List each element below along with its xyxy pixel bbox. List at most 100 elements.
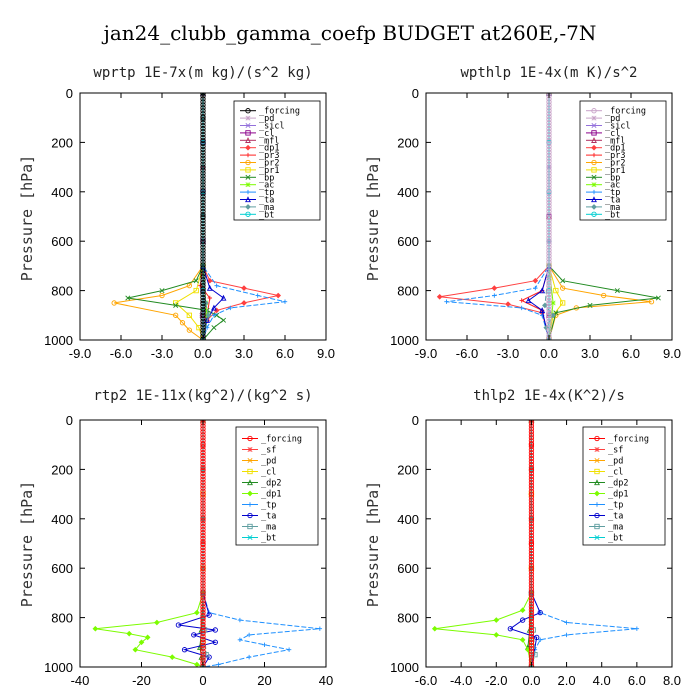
data-point <box>200 598 206 604</box>
x-tick-label: -3.0 <box>497 346 519 361</box>
data-point <box>519 607 526 614</box>
data-point <box>186 283 192 289</box>
legend-marker <box>591 211 597 217</box>
data-point <box>200 271 206 277</box>
data-point <box>200 226 206 232</box>
legend-label: _sicl <box>259 122 285 132</box>
data-point <box>528 651 535 657</box>
data-point <box>200 512 206 518</box>
data-point <box>546 285 552 292</box>
data-point <box>528 562 535 568</box>
data-point <box>528 461 535 468</box>
legend-label: _forcing <box>605 107 646 117</box>
data-point <box>528 553 535 559</box>
data-point <box>200 521 206 527</box>
data-point <box>200 137 206 144</box>
legend-marker <box>245 144 251 151</box>
data-point <box>519 305 524 311</box>
data-point <box>200 503 206 509</box>
data-point <box>200 111 206 117</box>
data-point <box>528 624 535 631</box>
data-point <box>200 571 206 577</box>
data-point <box>200 122 206 129</box>
data-point <box>211 325 217 331</box>
data-point <box>200 568 206 574</box>
data-point <box>546 220 552 227</box>
data-point <box>200 250 206 256</box>
data-point <box>528 515 535 521</box>
legend-marker <box>591 196 597 203</box>
data-point <box>546 108 552 114</box>
data-point <box>525 297 532 304</box>
x-tick-label: 6.0 <box>622 346 640 361</box>
data-point <box>546 265 552 271</box>
data-point <box>200 441 206 447</box>
data-point <box>546 280 552 286</box>
data-point <box>546 119 552 126</box>
legend-marker <box>591 115 597 121</box>
data-point <box>228 305 233 311</box>
data-point <box>519 617 526 623</box>
panel-wpthlp: wpthlp 1E-4x(m K)/s^2 Pressure [hPa] -9.… <box>364 65 681 361</box>
data-point <box>194 609 200 616</box>
data-point <box>200 202 206 209</box>
data-point <box>200 235 206 241</box>
data-point <box>532 277 539 284</box>
x-tick-label: -20 <box>132 673 151 688</box>
data-point <box>528 544 535 551</box>
data-point <box>200 607 206 613</box>
data-point <box>255 293 260 298</box>
data-point <box>200 291 206 298</box>
x-tick-label: 20 <box>257 673 271 688</box>
data-point <box>528 485 535 491</box>
data-point <box>546 327 552 333</box>
x-tick-label: -6.0 <box>456 346 478 361</box>
data-point <box>528 568 535 574</box>
y-tick-label: 0 <box>412 86 419 101</box>
data-point <box>491 285 498 291</box>
data-point <box>200 146 206 152</box>
data-point <box>200 458 206 465</box>
data-point <box>528 586 535 592</box>
data-point <box>200 610 206 616</box>
data-point <box>200 485 206 491</box>
data-point <box>528 654 535 660</box>
data-point <box>528 476 535 482</box>
data-point <box>528 595 535 601</box>
data-point <box>528 627 535 634</box>
data-point <box>528 506 535 512</box>
data-point <box>546 146 552 152</box>
data-point <box>546 202 552 209</box>
x-tick-label: 9.0 <box>317 346 335 361</box>
data-point <box>173 302 179 308</box>
data-point <box>601 292 607 299</box>
legend-label: _bt <box>259 210 274 220</box>
data-point <box>528 521 535 527</box>
data-point <box>546 117 552 123</box>
legend-label: _pr2 <box>259 159 279 169</box>
legend-label: _dp1 <box>605 144 625 154</box>
data-point <box>546 232 552 238</box>
y-tick-label: 400 <box>397 185 419 200</box>
data-point <box>200 664 206 667</box>
data-point <box>505 301 511 308</box>
legend-marker <box>245 204 251 210</box>
data-point <box>200 515 206 521</box>
data-point <box>200 244 206 250</box>
data-point <box>200 152 206 158</box>
y-axis-label: Pressure [hPa] <box>364 155 382 281</box>
legend-label: _bt <box>605 210 620 220</box>
series-line-dp1 <box>95 420 204 667</box>
data-point <box>546 211 552 218</box>
data-point <box>528 633 535 640</box>
series-line-dp1 <box>434 420 532 667</box>
legend-label: _tp <box>605 188 620 198</box>
data-point <box>200 556 206 562</box>
data-point <box>200 197 206 203</box>
data-point <box>200 99 206 105</box>
data-point <box>200 268 206 274</box>
data-point <box>546 99 552 105</box>
data-point <box>200 294 206 301</box>
data-point <box>220 294 227 301</box>
legend-label: _forcing <box>608 435 649 445</box>
